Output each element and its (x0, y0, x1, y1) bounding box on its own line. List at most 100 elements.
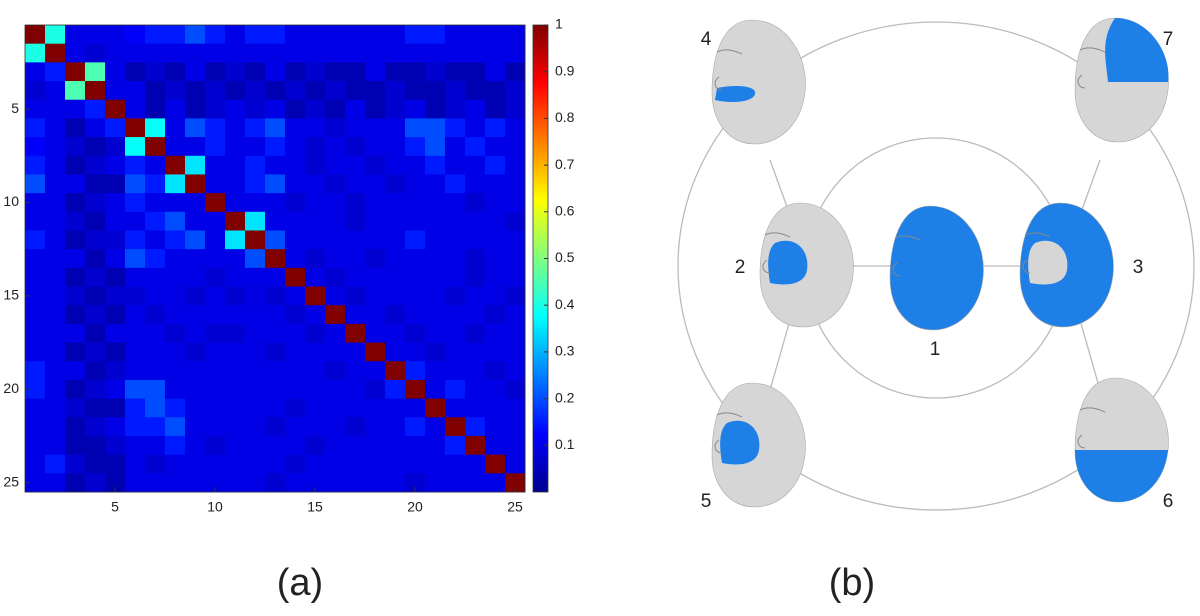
heat-cell (445, 417, 466, 437)
heat-cell (65, 435, 86, 456)
heat-cell (365, 342, 386, 362)
heat-cell (425, 81, 446, 101)
heat-cell (245, 62, 266, 82)
heat-cell (125, 155, 146, 175)
heat-cell (405, 361, 426, 381)
colorbar-tick-label: 0.9 (555, 62, 575, 78)
heat-cell (245, 118, 266, 138)
heat-cell (505, 379, 526, 399)
heat-cell (165, 155, 186, 175)
y-tick-label: 5 (11, 100, 19, 116)
heat-cell (165, 398, 186, 418)
heat-cell (45, 230, 66, 250)
heat-cell (385, 379, 406, 399)
heat-cell (385, 99, 406, 119)
heat-cell (45, 193, 66, 213)
heat-cell (405, 379, 426, 399)
heat-cell (465, 435, 486, 456)
heat-cell (305, 211, 326, 231)
heat-cell (265, 43, 286, 63)
heat-cell (145, 137, 166, 157)
heat-cell (485, 361, 506, 381)
heat-cell (225, 193, 246, 213)
heat-cell (105, 43, 126, 63)
heat-cell (505, 193, 526, 213)
heat-cell (65, 62, 86, 82)
heat-cell (205, 398, 226, 418)
heat-cell (265, 174, 286, 194)
heat-cell (25, 99, 46, 119)
colorbar-tick-label: 0.4 (555, 296, 575, 312)
heat-cell (385, 118, 406, 138)
heat-cell (85, 342, 106, 362)
heat-cell (245, 342, 266, 362)
heat-cell (425, 193, 446, 213)
heat-cell (425, 25, 446, 45)
heat-cell (185, 286, 206, 306)
heat-cell (125, 454, 146, 474)
heat-cell (425, 249, 446, 269)
heat-cell (85, 361, 106, 381)
heat-cell (125, 118, 146, 138)
heat-cell (365, 25, 386, 45)
heat-cell (465, 305, 486, 325)
heat-cell (505, 323, 526, 343)
heat-cell (185, 155, 206, 175)
heat-cell (505, 118, 526, 138)
heat-cell (145, 267, 166, 287)
heat-cell (405, 25, 426, 45)
heat-cell (325, 155, 346, 175)
heat-cell (385, 155, 406, 175)
heat-cell (365, 379, 386, 399)
heat-cell (205, 193, 226, 213)
node-label: 4 (701, 29, 712, 50)
heat-cell (305, 25, 326, 45)
heat-cell (25, 118, 46, 138)
heat-cell (65, 99, 86, 119)
heat-cell (65, 230, 86, 250)
heat-cell (445, 25, 466, 45)
face-feature (714, 49, 743, 91)
heat-cell (285, 137, 306, 157)
heat-cell (285, 25, 306, 45)
heat-cell (405, 155, 426, 175)
heat-cell (105, 81, 126, 101)
heat-cell (345, 62, 366, 82)
heat-cell (305, 286, 326, 306)
heat-cell (365, 286, 386, 306)
heat-cell (345, 305, 366, 325)
heat-cell (65, 342, 86, 362)
heat-cell (225, 174, 246, 194)
heat-cell (105, 267, 126, 287)
heat-cell (245, 473, 266, 493)
heat-cell (285, 118, 306, 138)
heat-cell (145, 99, 166, 119)
heat-cell (225, 99, 246, 119)
heat-cell (445, 361, 466, 381)
heat-cell (265, 81, 286, 101)
heat-cell (445, 155, 466, 175)
heat-cell (485, 118, 506, 138)
heat-cell (205, 417, 226, 437)
heat-cell (245, 286, 266, 306)
heat-cell (385, 417, 406, 437)
heat-cell (225, 454, 246, 474)
heat-cell (505, 62, 526, 82)
heat-cell (245, 230, 266, 250)
heat-cell (245, 454, 266, 474)
heat-cell (285, 43, 306, 63)
heat-cell (125, 230, 146, 250)
heat-cell (25, 25, 46, 45)
heat-cell (305, 473, 326, 493)
heat-cell (85, 230, 106, 250)
heat-cell (105, 155, 126, 175)
heat-cell (285, 379, 306, 399)
heat-cell (325, 25, 346, 45)
heat-cell (265, 62, 286, 82)
heat-cell (25, 361, 46, 381)
heat-cell (225, 398, 246, 418)
face (711, 19, 806, 145)
heat-cell (305, 417, 326, 437)
heat-cell (245, 267, 266, 287)
heat-cell (265, 342, 286, 362)
